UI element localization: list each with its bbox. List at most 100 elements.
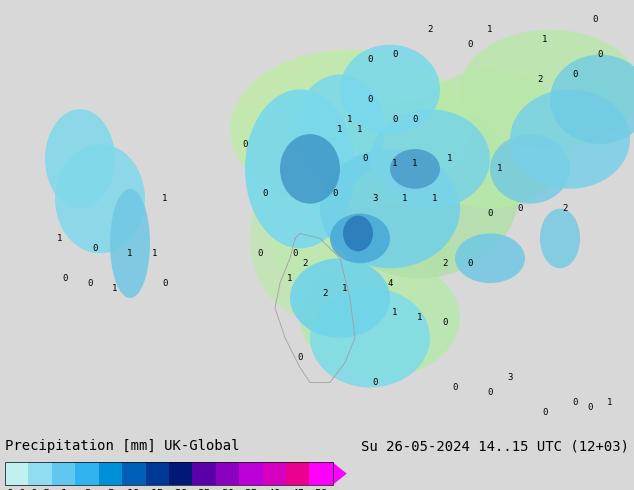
Text: 1: 1	[412, 159, 418, 169]
Text: 1: 1	[488, 25, 493, 34]
Ellipse shape	[250, 159, 370, 318]
Text: 1: 1	[57, 234, 63, 243]
Text: 0.1: 0.1	[6, 489, 27, 490]
Ellipse shape	[343, 216, 373, 251]
Text: 1: 1	[358, 124, 363, 134]
Text: 1: 1	[127, 249, 133, 258]
Bar	[192, 463, 216, 485]
Text: 2: 2	[537, 75, 543, 84]
Polygon shape	[333, 463, 347, 485]
Ellipse shape	[490, 134, 570, 204]
Bar	[262, 463, 286, 485]
Text: 20: 20	[174, 489, 188, 490]
Ellipse shape	[410, 70, 570, 209]
Ellipse shape	[45, 109, 115, 209]
Text: 0: 0	[443, 318, 448, 327]
Text: 1: 1	[162, 194, 167, 203]
Text: 0.5: 0.5	[30, 489, 50, 490]
Bar	[216, 463, 239, 485]
Text: 1: 1	[392, 308, 398, 318]
Text: 1: 1	[432, 194, 437, 203]
Ellipse shape	[460, 30, 634, 149]
Text: Precipitation [mm] UK-Global: Precipitation [mm] UK-Global	[5, 439, 240, 453]
Text: 40: 40	[268, 489, 281, 490]
Ellipse shape	[290, 258, 390, 338]
Ellipse shape	[370, 109, 490, 209]
Text: 0: 0	[392, 115, 398, 123]
Text: 0: 0	[573, 398, 578, 407]
Text: 0: 0	[592, 15, 598, 24]
Text: 2: 2	[84, 489, 91, 490]
Text: 0: 0	[517, 204, 522, 213]
Text: 0: 0	[297, 353, 302, 362]
Text: 0: 0	[332, 189, 338, 198]
Text: 25: 25	[197, 489, 211, 490]
Bar	[52, 463, 75, 485]
Ellipse shape	[510, 89, 630, 189]
Ellipse shape	[270, 169, 450, 308]
Ellipse shape	[310, 288, 430, 388]
Ellipse shape	[340, 45, 440, 134]
Bar	[5, 463, 333, 485]
Text: 2: 2	[427, 25, 432, 34]
Text: 2: 2	[443, 259, 448, 268]
Bar	[286, 463, 309, 485]
Ellipse shape	[320, 99, 520, 278]
Text: 1: 1	[542, 35, 548, 44]
Bar	[5, 463, 29, 485]
Text: 0: 0	[467, 259, 473, 268]
Text: 0: 0	[93, 244, 98, 253]
Text: 0: 0	[367, 55, 373, 64]
Text: 1: 1	[403, 194, 408, 203]
Text: 0: 0	[362, 154, 368, 164]
Text: 0: 0	[242, 140, 248, 148]
Text: 1: 1	[417, 314, 423, 322]
Ellipse shape	[55, 144, 145, 253]
Text: 0: 0	[372, 378, 378, 387]
Text: 0: 0	[542, 408, 548, 417]
Text: 0: 0	[262, 189, 268, 198]
Text: 0: 0	[597, 50, 603, 59]
Ellipse shape	[245, 89, 355, 248]
Bar	[75, 463, 99, 485]
Bar	[99, 463, 122, 485]
Text: 4: 4	[387, 279, 392, 288]
Text: 2: 2	[562, 204, 567, 213]
Text: Su 26-05-2024 14..15 UTC (12+03): Su 26-05-2024 14..15 UTC (12+03)	[361, 439, 629, 453]
Text: 30: 30	[221, 489, 234, 490]
Ellipse shape	[550, 55, 634, 144]
Text: 0: 0	[87, 279, 93, 288]
Text: 1: 1	[337, 124, 343, 134]
Text: 1: 1	[448, 154, 453, 164]
Ellipse shape	[330, 214, 390, 263]
Text: 2: 2	[322, 289, 328, 297]
Text: 0: 0	[452, 383, 458, 392]
Text: 1: 1	[287, 273, 293, 283]
Text: 45: 45	[291, 489, 304, 490]
Text: 1: 1	[347, 115, 353, 123]
Text: 1: 1	[607, 398, 612, 407]
Text: 1: 1	[112, 284, 118, 293]
Text: 0: 0	[467, 40, 473, 49]
Text: 2: 2	[302, 259, 307, 268]
Ellipse shape	[455, 233, 525, 283]
Text: 0: 0	[367, 95, 373, 104]
Ellipse shape	[280, 134, 340, 204]
Bar	[309, 463, 333, 485]
Ellipse shape	[540, 209, 580, 268]
Ellipse shape	[295, 74, 385, 184]
Ellipse shape	[300, 258, 460, 377]
Text: 0: 0	[62, 273, 68, 283]
Bar	[122, 463, 146, 485]
Text: 5: 5	[107, 489, 114, 490]
Text: 15: 15	[150, 489, 164, 490]
Text: 0: 0	[573, 70, 578, 79]
Text: 1: 1	[497, 164, 503, 173]
Text: 50: 50	[314, 489, 328, 490]
Text: 0: 0	[488, 388, 493, 397]
Text: 3: 3	[507, 373, 513, 382]
Text: 0: 0	[412, 115, 418, 123]
Bar	[169, 463, 192, 485]
Text: 1: 1	[342, 284, 347, 293]
Bar	[29, 463, 52, 485]
